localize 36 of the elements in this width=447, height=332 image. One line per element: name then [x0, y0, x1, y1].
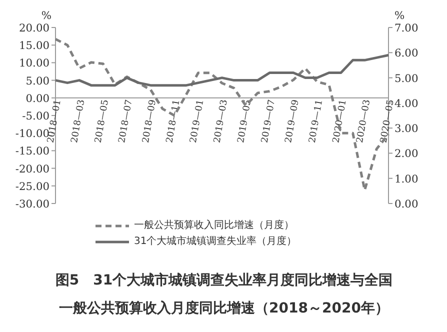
y-tick-label: -5.00 [22, 110, 50, 122]
y-axis-title: % [41, 9, 52, 22]
x-tick-label: 2018—05 [94, 98, 112, 144]
y2-tick-label: 6.00 [394, 46, 418, 60]
legend-label: 31个大城市城镇调查失业率（月度） [134, 234, 297, 248]
x-tick-label: 2020—01 [332, 99, 349, 144]
y2-tick-label: 1.00 [394, 172, 418, 186]
x-tick-label: 2018—11 [165, 99, 182, 144]
y-tick-label: 5.00 [26, 74, 50, 88]
text: 图5 31个大城市城镇调查失业率月度同比增速与全国一般公共预算收入月度同比增速（2018～2020年） [55, 272, 393, 316]
line-series [54, 54, 390, 87]
y-tick-label: 10.00 [18, 56, 50, 70]
x-tick-label: 2019—09 [284, 98, 302, 144]
x-tick-label: 2018—09 [141, 98, 159, 144]
x-tick-label: 2018—03 [70, 98, 88, 144]
x-tick-label: 2020—03 [355, 98, 373, 144]
x-tick-label: 2019—11 [308, 99, 326, 144]
y2-tick-label: 2.00 [394, 147, 418, 160]
y2-tick-label: 0.00 [394, 198, 418, 210]
y-tick-label: 20.00 [18, 22, 50, 34]
legend-label: 一般公共预算收入同比增速（月度） [134, 218, 294, 232]
x-tick-label: 2019—01 [188, 99, 206, 144]
y2-tick-label: 5.00 [394, 72, 418, 85]
y2-axis-title: % [394, 9, 405, 22]
y-tick-label: -15.00 [15, 144, 50, 158]
x-tick-label: 2019—07 [260, 98, 278, 144]
y-tick-label: -30.00 [15, 198, 50, 210]
y2-tick-label: 4.00 [394, 96, 418, 110]
y-tick-label: 0.00 [26, 92, 50, 105]
x-tick-label: 2019—03 [212, 98, 230, 144]
y-tick-label: 15.00 [18, 39, 50, 52]
y-tick-label: -20.00 [15, 162, 50, 176]
y2-tick-label: 7.00 [394, 22, 418, 34]
x-tick-label: 2018—07 [118, 98, 135, 144]
y2-tick-label: 3.00 [394, 122, 418, 136]
y-tick-label: -25.00 [15, 180, 50, 193]
